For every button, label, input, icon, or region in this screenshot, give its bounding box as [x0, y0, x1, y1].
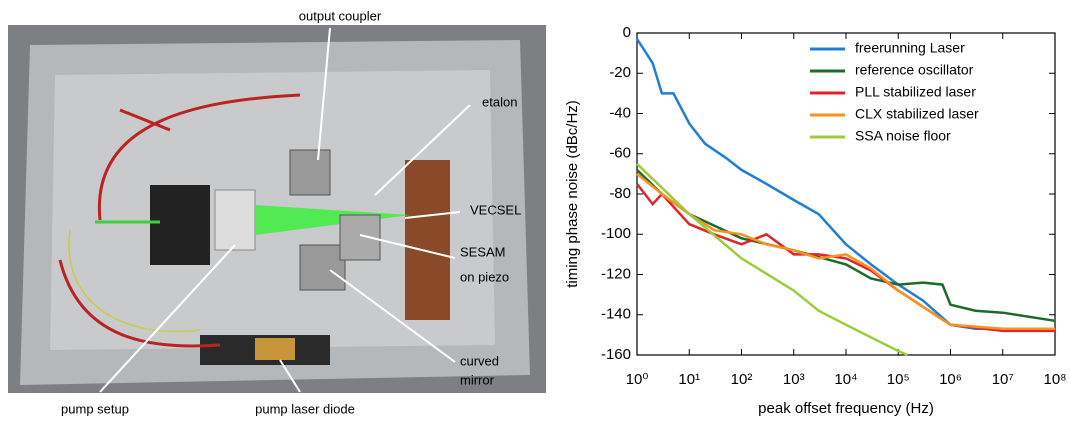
pointer [374, 104, 471, 196]
pointer [99, 244, 236, 393]
mirror-mount [299, 244, 346, 291]
photo-label: VECSEL [470, 202, 521, 217]
x-tick-label: 10⁷ [992, 371, 1014, 388]
y-axis-label: timing phase noise (dBc/Hz) [564, 100, 581, 288]
series-line [635, 38, 1055, 331]
x-tick-label: 10³ [783, 371, 805, 388]
fiber-mount [150, 185, 210, 265]
series-line [636, 183, 1055, 333]
heatsink [405, 160, 450, 320]
legend-label: SSA noise floor [855, 128, 951, 144]
series-line [636, 162, 908, 357]
y-tick-label: 0 [623, 24, 631, 41]
photo-label: SESAM [460, 244, 506, 259]
output-coupler-mount [289, 149, 331, 196]
pointer [359, 234, 456, 259]
x-tick-label: 10⁶ [939, 371, 962, 388]
y-tick-label: -40 [609, 104, 631, 121]
photo-label: curved [460, 353, 499, 368]
y-tick-label: -140 [601, 306, 631, 323]
wire [68, 229, 201, 333]
y-tick-label: -60 [609, 145, 631, 162]
photo-label: output coupler [299, 8, 382, 23]
plot-frame [636, 32, 1056, 356]
photo-label: pump laser diode [255, 401, 355, 416]
legend-label: PLL stabilized laser [855, 84, 976, 100]
photo-label: on piezo [460, 269, 509, 284]
y-tick-label: -120 [601, 265, 631, 282]
pointer [279, 359, 301, 393]
y-tick-label: -100 [601, 225, 631, 242]
x-tick-label: 10² [731, 371, 753, 388]
pump-optics [214, 189, 256, 251]
photo-label: pump setup [61, 401, 129, 416]
y-tick-label: -160 [601, 346, 631, 363]
legend-label: CLX stabilized laser [855, 106, 979, 122]
x-tick-label: 10⁵ [887, 371, 910, 388]
series-line [636, 172, 1055, 331]
legend-label: freerunning Laser [855, 40, 965, 56]
x-axis-label: peak offset frequency (Hz) [758, 400, 934, 417]
y-tick-label: -20 [609, 64, 631, 81]
photo-label: mirror [460, 372, 495, 387]
y-tick-label: -80 [609, 185, 631, 202]
x-tick-label: 10¹ [678, 371, 700, 388]
x-tick-label: 10⁰ [626, 371, 649, 388]
x-tick-label: 10⁸ [1043, 371, 1066, 388]
legend-label: reference oscillator [855, 62, 974, 78]
x-tick-label: 10⁴ [834, 371, 857, 388]
photo: output coupler etalon VECSEL SESAM on pi… [8, 8, 546, 416]
pointer [404, 211, 461, 219]
pointer [329, 269, 456, 363]
cables [58, 93, 301, 348]
photo-label: etalon [482, 94, 517, 109]
laser-beam [255, 205, 410, 235]
pointer [317, 27, 331, 161]
laser-diode [255, 338, 295, 360]
pointers [99, 27, 471, 393]
